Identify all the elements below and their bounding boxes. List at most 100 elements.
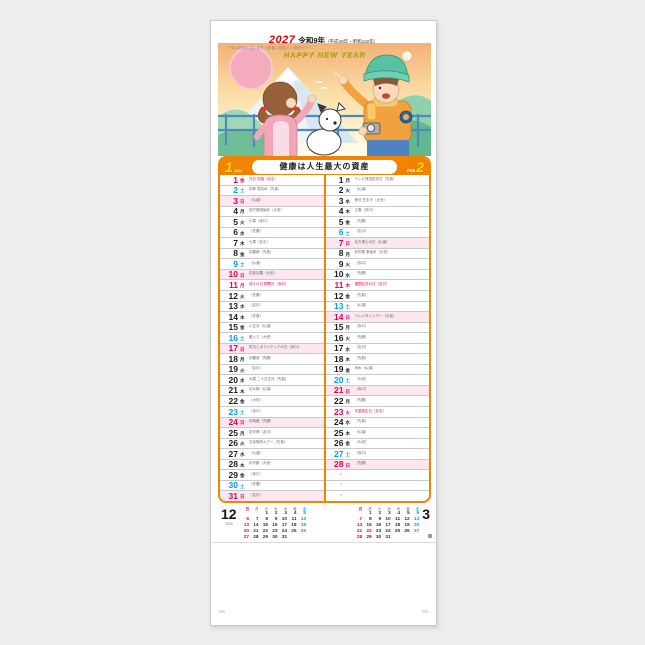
day-row-jan-7: 7 木七草（友引） [220,238,324,249]
day-row-feb-23: 23 火天皇誕生日（友引） [325,407,429,418]
weekday-label: 土 [345,451,351,457]
mini-day: 11 [291,517,297,523]
filler-dot: ・ [338,492,344,499]
day-note: （赤口） [249,408,263,413]
day-note: （先負） [249,313,263,318]
weekday-label: 日 [240,346,245,352]
day-number: 25 [228,428,238,438]
mini-day: 7 [255,517,259,523]
day-note: （先勝） [249,292,263,297]
mini-week-row: 28 29 30 31 [353,535,420,541]
mini-day: 10 [281,517,288,523]
mini-march-month: 3 [422,506,430,522]
weekday-label [346,495,353,497]
mini-day: 22 [366,529,372,535]
mini-day: 8 [265,517,269,523]
day-note: （大安） [249,397,263,402]
mini-week-row: 20 21 22 23 24 25 26 [240,529,306,535]
mini-calendar-december: 12 2026 日月火水木金土 1 2 3 4 5 6 7 8 9 10 11 12 13 14 15 16 17… [221,507,306,541]
weekday-label: 日 [345,388,351,394]
mini-week-row: 14 15 16 17 18 19 20 [353,523,419,529]
day-row-feb-5: 5 金（先勝） [325,217,429,228]
day-row-feb-25: 25 木（仏滅） [325,428,429,439]
mini-day: 31 [281,535,288,541]
day-note: （仏滅） [249,260,263,265]
weekday-label: 水 [345,420,351,426]
day-number: 23 [228,407,238,417]
day-note: 初夢 書初め（先負） [249,187,282,192]
day-row-feb-17: 17 水（友引） [325,344,429,355]
day-number: 8 [233,248,238,259]
mini-day [391,535,401,541]
mini-day: 18 [394,523,401,529]
day-row-jan-27: 27 水 （仏滅） [220,449,324,460]
january-abbr: JAN [233,167,242,173]
weekday-label: 金 [240,399,245,405]
february-abbr: FEB [407,167,416,173]
day-row-jan-23: 23 土 （赤口） [220,407,324,418]
day-note: （仏滅） [354,303,369,308]
mini-day: 14 [356,523,363,529]
weekday-label: 土 [240,409,245,415]
day-note: （先負） [354,355,369,360]
weekday-label: 火 [240,441,245,447]
day-number: 7 [338,238,344,248]
mini-weekday: 日 [245,507,250,511]
day-note: 文化財防火デー（先負） [249,440,288,445]
day-row-jan-31: 31 日 （友引） [220,491,324,501]
day-note: （大安） [354,440,369,445]
weekday-label: 日 [345,462,351,468]
mini-day: 6 [416,511,420,517]
day-note: 立春（赤口） [354,208,376,213]
mini-weekday: 火 [377,507,382,511]
day-note: 天皇誕生日（友引） [354,408,387,413]
day-row-feb-7: 7 日北方領土の日（仏滅） [325,238,429,249]
month-column-jan: 1 金元日 初詣（友引） 2 土初夢 書初め（先負） 3 日（仏滅） 4 月官庁御用始め（大安… [220,175,324,501]
day-row-jan-10: 10 日初金比羅（大安） [220,269,324,281]
mini-day: 23 [272,529,278,535]
day-row-jan-2: 2 土初夢 書初め（先負） [220,186,324,197]
mini-day: 1 [265,511,269,517]
day-row-jan-9: 9 土 （仏滅） [220,259,324,270]
mini-day: 25 [394,529,401,535]
day-note: 藪入り（大安） [249,334,274,339]
weekday-label: 火 [240,367,245,373]
mini-table-december: 日月火水木金土 1 2 3 4 5 6 7 8 9 10 11 12 13 14 15 16 17 18 19 20 21… [240,507,306,541]
weekday-label: 土 [240,335,245,341]
day-number: 12 [228,291,238,301]
day-number: 2 [338,185,344,196]
day-number: 17 [228,343,238,354]
day-number: 12 [334,291,344,301]
mini-day: 2 [378,511,382,517]
day-note: （仏滅） [249,197,263,202]
day-number: 14 [334,312,344,322]
day-number: 6 [338,227,344,238]
day-note: 元日 初詣（友引） [249,176,278,181]
day-note: 雨水（仏滅） [354,366,376,371]
mini-december-year: 2026 [224,522,233,526]
mini-day: 26 [404,529,410,535]
day-note: 小寒（赤口） [249,218,270,223]
slogan-pill: 健康は人生最大の資産 [251,159,398,174]
boy-character [333,50,413,156]
day-number: 29 [228,470,238,480]
day-note: テレビ放送記念日（先負） [354,176,397,181]
weekday-label: 土 [240,188,245,194]
mini-day: 15 [262,523,269,529]
mini-day [410,535,420,541]
mini-weekday: 土 [415,507,420,511]
day-number: 5 [233,217,238,227]
weekday-label: 火 [345,335,351,341]
mini-day: 21 [356,529,363,535]
day-row-feb-24: 24 水（先負） [325,418,429,429]
day-note: （先勝） [354,218,369,223]
mini-weekday: 木 [283,507,288,511]
mini-day: 3 [284,511,288,517]
filler-row: ・ [325,470,429,481]
mini-day: 13 [413,517,420,523]
mini-day: 24 [385,529,391,535]
day-number: 24 [228,417,238,428]
day-number: 21 [334,385,344,396]
